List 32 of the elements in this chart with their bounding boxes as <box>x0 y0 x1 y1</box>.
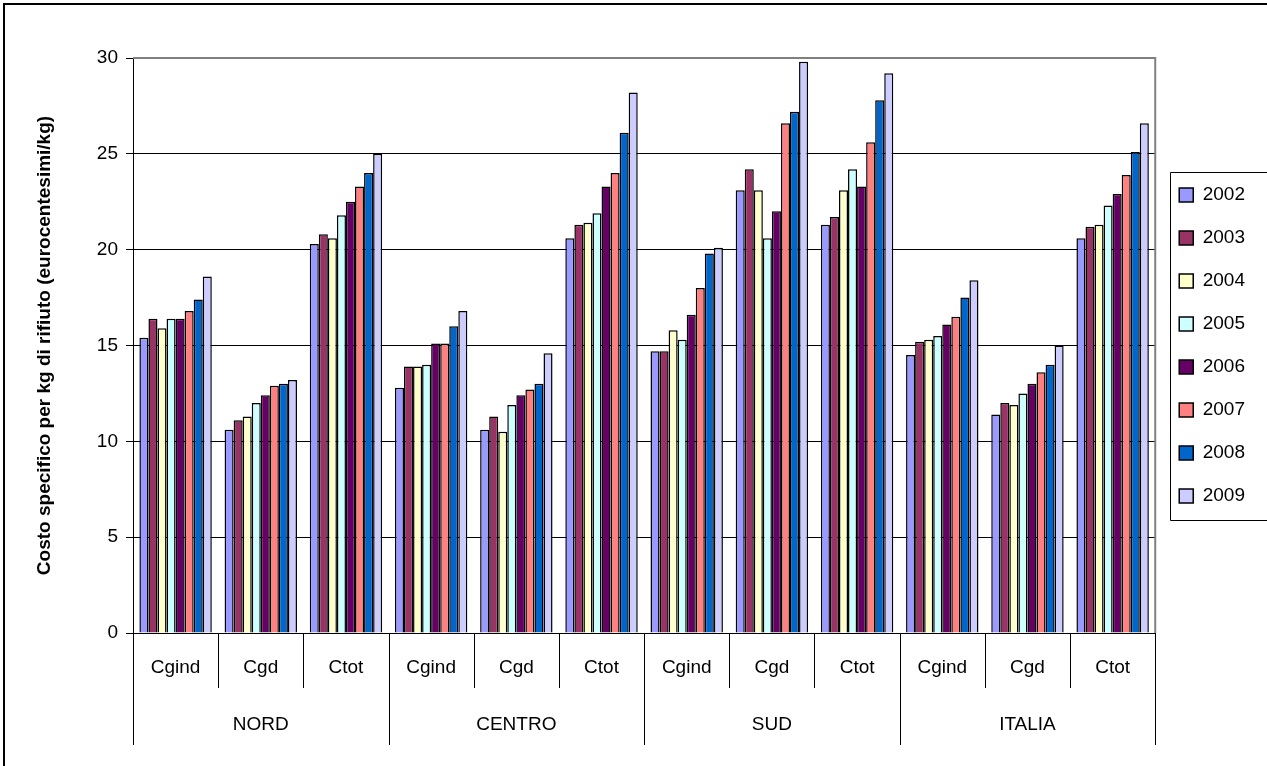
x-tick-label: Ctot <box>1095 656 1131 678</box>
y-axis-title: Costo specifico per kg di rifiuto (eurocentesimi/kg) <box>32 115 54 576</box>
x-tick-label: Cgind <box>150 656 201 678</box>
y-tick-label: 25 <box>96 142 118 164</box>
legend-label: 2002 <box>1202 183 1246 205</box>
x-tick-label: Cgd <box>498 656 534 678</box>
legend-label: 2009 <box>1202 484 1246 506</box>
x-tick-label: Cgind <box>406 656 456 678</box>
y-tick-label: 15 <box>96 333 118 355</box>
text: SUD <box>751 713 792 735</box>
text: CENTRO <box>476 713 557 735</box>
legend-label: 2005 <box>1202 312 1246 334</box>
y-tick-label: 5 <box>107 525 118 547</box>
y-tick-label: 30 <box>96 46 118 68</box>
legend-label: 2003 <box>1202 226 1246 248</box>
legend-label: 2004 <box>1202 269 1246 291</box>
legend-label: 2007 <box>1202 398 1246 420</box>
x-tick-label: Ctot <box>839 656 876 678</box>
x-tick-label: Cgind <box>917 656 968 678</box>
x-tick-label: Ctot <box>328 656 365 678</box>
text: NORD <box>232 713 289 735</box>
x-tick-label: Cgd <box>1010 656 1045 678</box>
y-tick-label: 10 <box>96 429 118 451</box>
x-tick-label: Cgd <box>243 656 279 678</box>
legend-label: 2006 <box>1202 355 1246 377</box>
legend-label: 2008 <box>1202 441 1246 463</box>
x-tick-label: Cgd <box>754 656 790 678</box>
y-tick-label: 0 <box>107 621 118 643</box>
y-tick-label: 20 <box>96 237 118 259</box>
text: ITALIA <box>999 713 1057 735</box>
x-tick-label: Cgind <box>661 656 712 678</box>
x-tick-label: Ctot <box>584 656 620 678</box>
